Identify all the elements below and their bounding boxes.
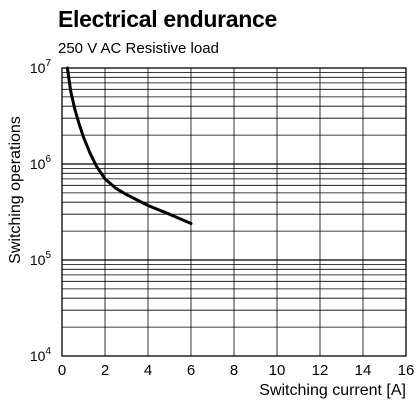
y-tick-label: 107	[30, 58, 52, 76]
major-gridlines	[62, 68, 406, 356]
series-line	[65, 66, 193, 225]
x-tick-labels: 0 2 4 6 8 10 12 14 16	[58, 362, 415, 379]
x-tick-label: 14	[355, 362, 372, 379]
y-axis-label: Switching operations	[7, 116, 24, 264]
x-tick-label: 0	[58, 362, 66, 379]
x-tick-label: 8	[230, 362, 238, 379]
x-tick-label: 12	[312, 362, 329, 379]
y-tick-label: 105	[30, 250, 52, 268]
y-tick-label: 106	[30, 154, 52, 172]
y-tick-base: 10	[30, 60, 46, 76]
y-tick-exponent: 5	[45, 250, 51, 261]
x-tick-label: 6	[187, 362, 195, 379]
x-tick-label: 4	[144, 362, 152, 379]
y-tick-label: 104	[30, 346, 52, 364]
y-tick-base: 10	[30, 156, 46, 172]
chart-title: Electrical endurance	[58, 6, 277, 32]
x-axis-label: Switching current [A]	[259, 382, 406, 399]
y-tick-exponent: 4	[45, 346, 51, 357]
y-tick-base: 10	[30, 252, 46, 268]
x-tick-label: 10	[269, 362, 286, 379]
chart-subtitle: 250 V AC Resistive load	[58, 40, 219, 57]
y-tick-exponent: 7	[45, 58, 51, 69]
y-tick-exponent: 6	[45, 154, 51, 165]
y-tick-base: 10	[30, 348, 46, 364]
x-tick-label: 16	[398, 362, 415, 379]
x-tick-label: 2	[101, 362, 109, 379]
plot-frame	[61, 67, 407, 357]
